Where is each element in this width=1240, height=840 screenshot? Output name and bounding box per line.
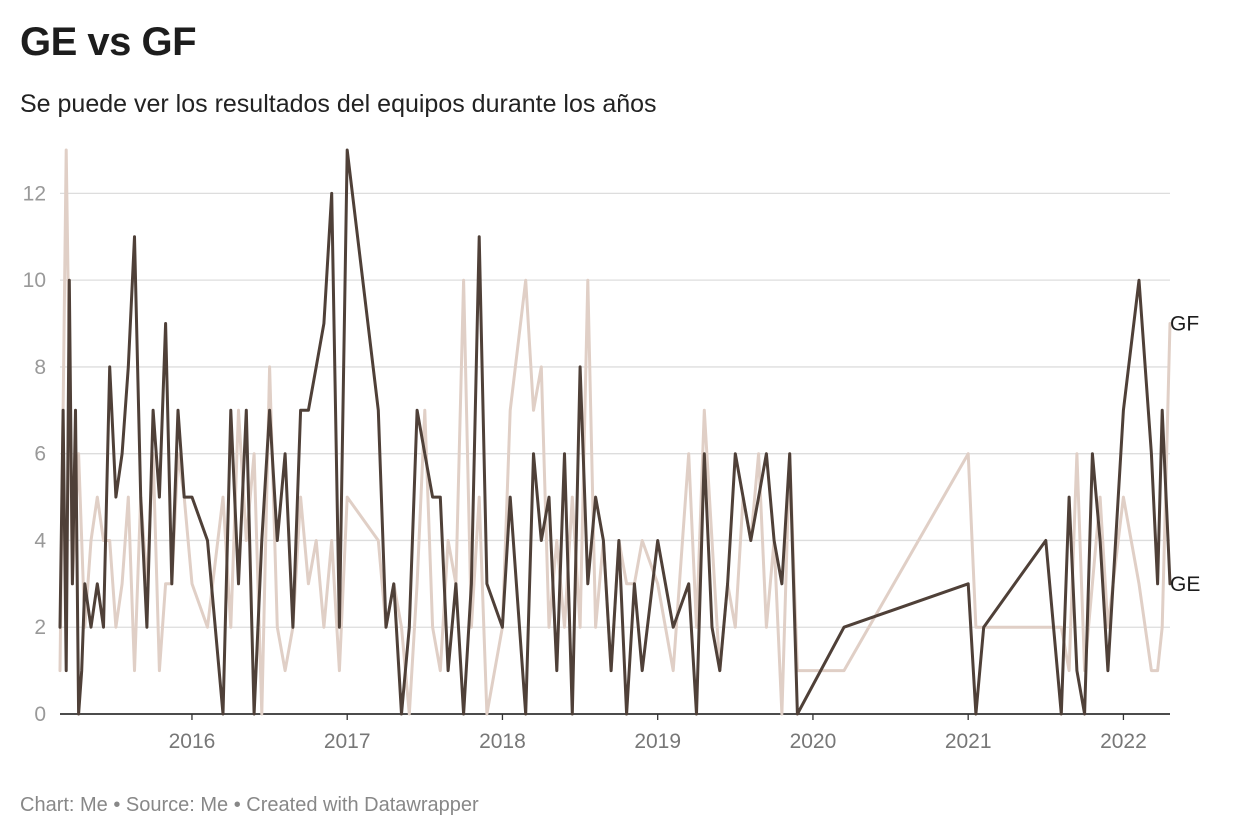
chart-subtitle: Se puede ver los resultados del equipos …	[20, 90, 657, 118]
series-label-ge: GE	[1170, 573, 1200, 596]
y-tick-label-10: 10	[23, 269, 46, 292]
series-label-gf: GF	[1170, 313, 1199, 336]
y-tick-label-6: 6	[34, 443, 46, 466]
x-tick-label-2017: 2017	[324, 730, 371, 753]
y-axis: 0 2 4 6 8 10 12	[23, 182, 47, 726]
x-tick-label-2018: 2018	[479, 730, 526, 753]
y-tick-label-12: 12	[23, 182, 46, 205]
chart-footer-credit: Chart: Me • Source: Me • Created with Da…	[20, 794, 479, 816]
y-tick-label-4: 4	[34, 529, 46, 552]
y-tick-label-8: 8	[34, 356, 46, 379]
x-tick-label-2022: 2022	[1100, 730, 1147, 753]
x-axis: 2016 2017 2018 2019 2020 2021 2022	[60, 713, 1170, 753]
y-tick-label-0: 0	[34, 703, 46, 726]
x-tick-label-2020: 2020	[790, 730, 837, 753]
x-tick-label-2021: 2021	[945, 730, 992, 753]
series-layer	[58, 148, 1172, 716]
y-tick-label-2: 2	[34, 616, 46, 639]
chart-title: GE vs GF	[20, 20, 197, 64]
series-line-ge	[58, 148, 1172, 716]
series-labels: GF GE	[1170, 313, 1200, 596]
x-tick-label-2019: 2019	[634, 730, 681, 753]
x-tick-label-2016: 2016	[169, 730, 216, 753]
